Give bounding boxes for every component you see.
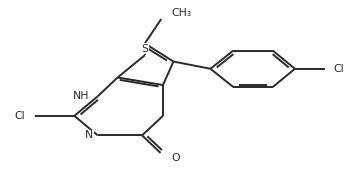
Text: N: N xyxy=(85,130,93,140)
Text: Cl: Cl xyxy=(15,111,25,121)
Text: O: O xyxy=(171,153,180,163)
Text: S: S xyxy=(141,44,148,54)
Text: CH₃: CH₃ xyxy=(171,8,191,18)
Text: NH: NH xyxy=(73,91,90,101)
Text: Cl: Cl xyxy=(334,64,344,74)
